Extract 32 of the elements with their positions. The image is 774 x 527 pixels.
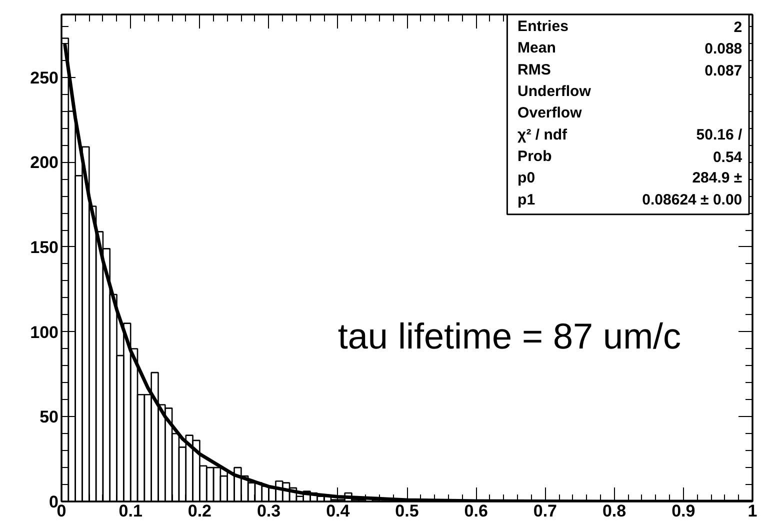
- annotation: 50.16 /: [696, 126, 743, 144]
- x-tick-label: 1: [748, 502, 758, 520]
- x-tick-label: 0.1: [118, 502, 142, 520]
- annotation: Entries: [518, 18, 568, 35]
- x-tick-label: 0.2: [188, 502, 212, 520]
- x-tick-label: 0.4: [326, 502, 350, 520]
- x-tick-label: 0.3: [256, 502, 281, 520]
- x-tick-label: 0.8: [602, 502, 626, 520]
- y-tick-label: 250: [30, 68, 59, 88]
- y-tick-label: 200: [30, 153, 59, 172]
- annotation: χ² / ndf: [518, 126, 568, 144]
- x-tick-label: 0.9: [672, 502, 696, 520]
- y-tick-label: 50: [40, 408, 59, 427]
- x-tick-label: 0.5: [395, 502, 419, 520]
- annotation: p0: [518, 170, 536, 187]
- annotation: 0.08624 ± 0.00: [642, 191, 742, 208]
- annotation: 284.9 ±: [692, 170, 742, 187]
- annotation: 0.088: [704, 40, 742, 58]
- annotation: Overflow: [518, 104, 582, 122]
- annotation: tau lifetime = 87 um/c: [338, 315, 682, 356]
- annotation: Prob: [518, 148, 552, 165]
- annotation: RMS: [518, 61, 551, 78]
- y-tick-label: 100: [30, 322, 59, 342]
- annotation: Underflow: [518, 82, 592, 100]
- x-tick-label: 0.6: [464, 502, 488, 520]
- annotation: p1: [518, 191, 536, 208]
- annotation: 0.54: [712, 148, 743, 166]
- x-tick-label: 0.7: [533, 502, 558, 520]
- annotation: 2: [734, 18, 742, 36]
- y-tick-label: 150: [30, 238, 59, 257]
- annotation: Mean: [518, 40, 556, 57]
- annotation: 0.087: [704, 62, 742, 80]
